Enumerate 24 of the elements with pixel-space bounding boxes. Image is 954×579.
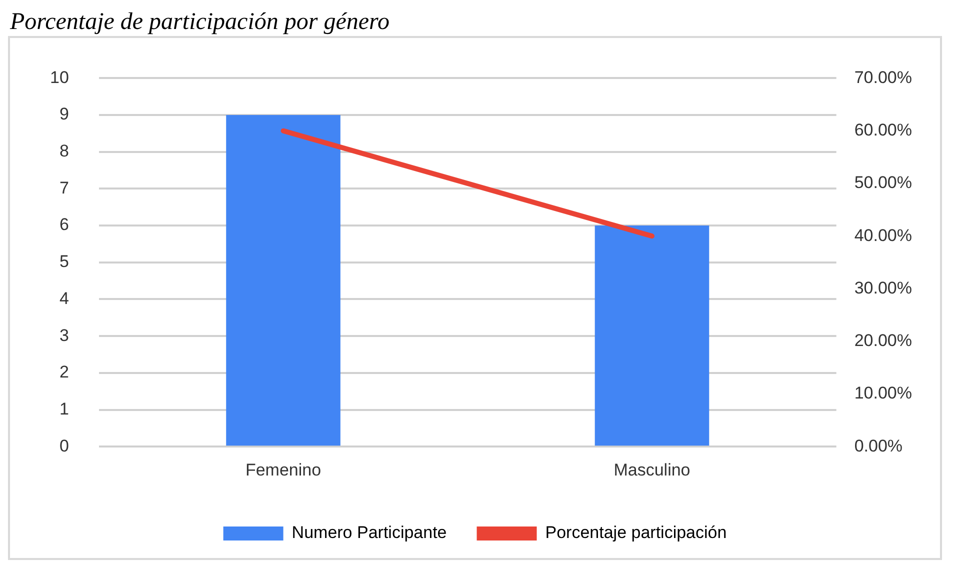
y2-tick-label: 20.00% [854, 331, 912, 350]
chart-title: Porcentaje de participación por género [8, 8, 390, 36]
y-tick-label: 9 [59, 104, 69, 124]
y2-tick-label: 70.00% [854, 68, 912, 87]
y-tick-label: 7 [59, 178, 69, 198]
y2-tick-label: 0.00% [854, 436, 903, 456]
y-tick-label: 1 [59, 399, 69, 418]
x-tick-label: Femenino [245, 460, 322, 480]
y-tick-label: 2 [59, 362, 69, 382]
y-tick-label: 6 [59, 215, 69, 234]
y-tick-label: 5 [59, 252, 69, 272]
y2-tick-label: 60.00% [854, 120, 912, 140]
x-tick-label: Masculino [614, 460, 690, 480]
y-tick-label: 8 [59, 142, 69, 161]
y2-tick-label: 40.00% [854, 226, 912, 245]
y2-tick-label: 50.00% [854, 173, 912, 192]
y-tick-label: 10 [50, 68, 69, 87]
y2-tick-label: 30.00% [854, 278, 912, 298]
y-tick-label: 4 [59, 288, 69, 308]
y2-tick-label: 10.00% [854, 384, 912, 403]
y-tick-label: 0 [59, 436, 69, 456]
legend-label: Numero Participante [292, 523, 447, 542]
y-tick-label: 3 [59, 326, 69, 345]
legend-label: Porcentaje participación [545, 523, 727, 542]
